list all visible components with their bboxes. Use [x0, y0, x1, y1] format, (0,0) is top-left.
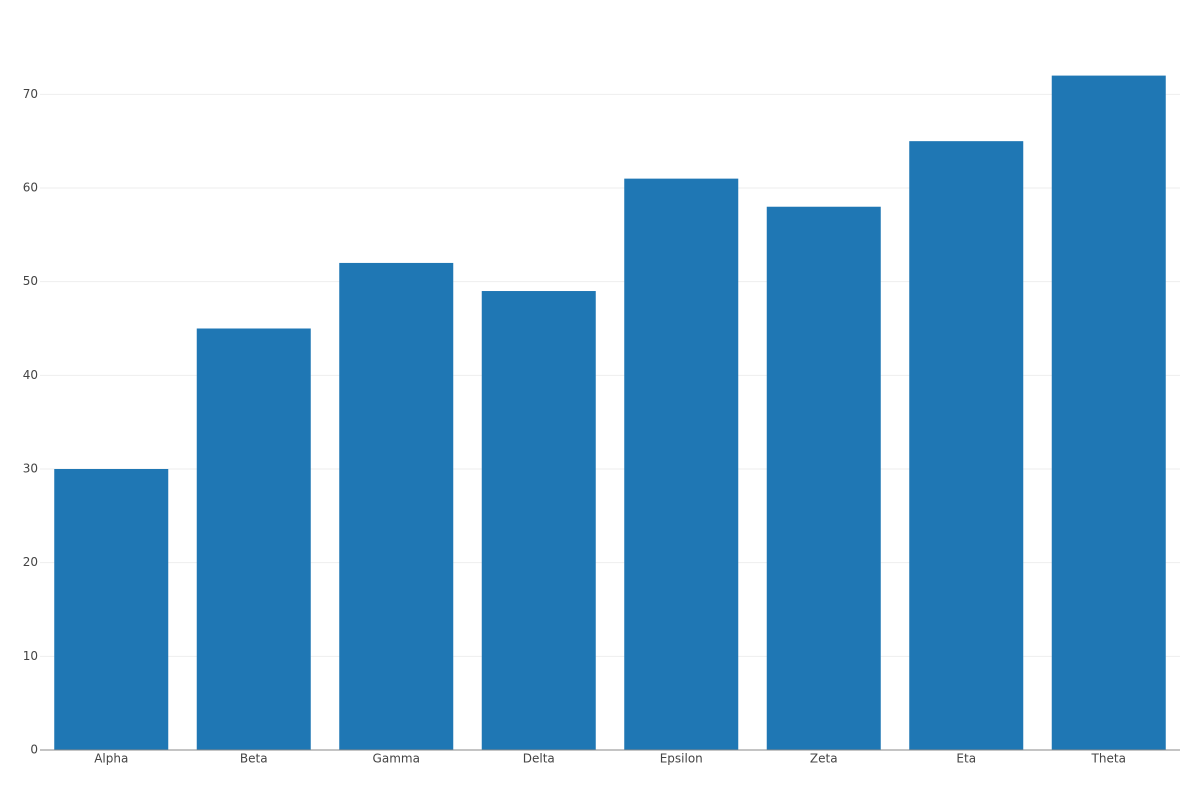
x-tick-label: Eta: [956, 752, 976, 766]
x-tick-label: Alpha: [94, 752, 128, 766]
y-tick-label: 40: [23, 368, 38, 382]
y-tick-label: 50: [23, 274, 38, 288]
y-tick-label: 60: [23, 180, 38, 194]
x-tick-label: Gamma: [373, 752, 420, 766]
x-tick-label: Delta: [523, 752, 555, 766]
y-tick-label: 0: [30, 743, 38, 757]
x-tick-label: Beta: [240, 752, 268, 766]
x-tick-label: Zeta: [810, 752, 838, 766]
y-tick-label: 70: [23, 87, 38, 101]
bar: [766, 206, 881, 751]
y-tick-label: 20: [23, 555, 38, 569]
bar: [54, 468, 169, 750]
bar: [909, 141, 1024, 750]
bar: [196, 328, 311, 750]
x-tick-label: Theta: [1091, 752, 1126, 766]
y-tick-label: 10: [23, 649, 38, 663]
bar: [1051, 75, 1166, 750]
bar: [624, 178, 739, 750]
y-tick-label: 30: [23, 461, 38, 475]
bar: [481, 291, 596, 750]
bar: [339, 262, 454, 750]
x-tick-label: Epsilon: [660, 752, 703, 766]
